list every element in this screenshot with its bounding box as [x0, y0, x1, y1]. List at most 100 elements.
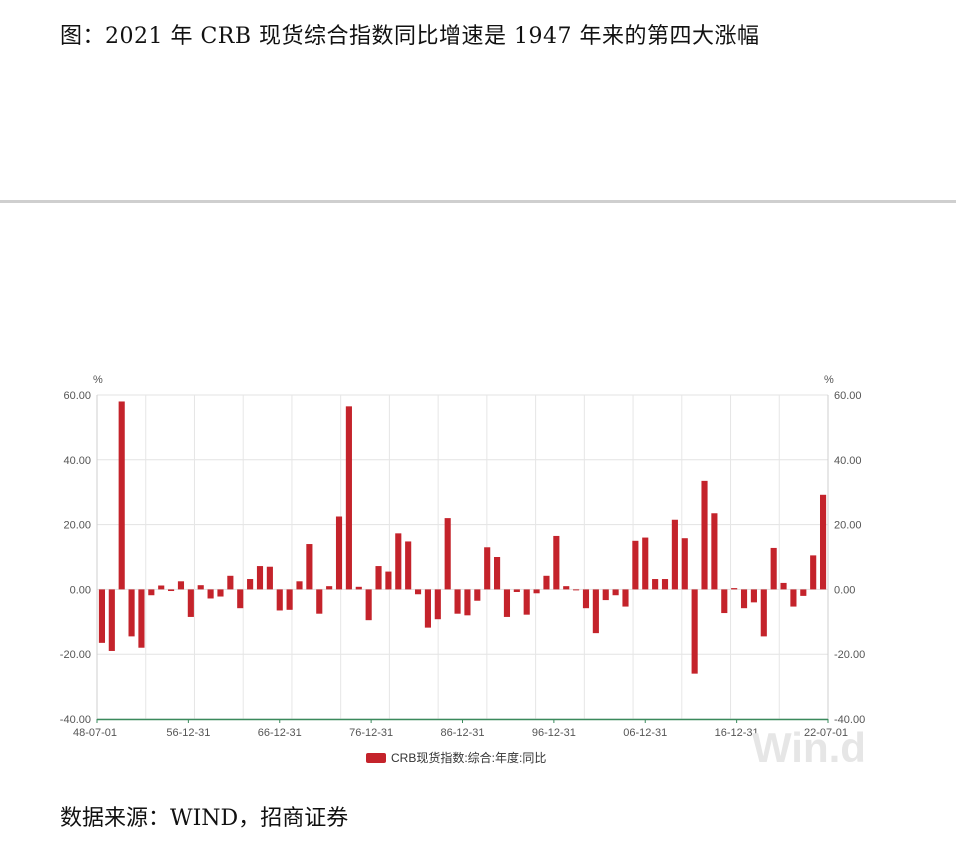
bar	[543, 575, 550, 590]
bar	[256, 566, 264, 590]
bar	[335, 516, 343, 590]
y-tick-label-right: 60.00	[834, 390, 862, 402]
chart-title: 图：2021 年 CRB 现货综合指数同比增速是 1947 年来的第四大涨幅	[60, 24, 760, 49]
y-unit-right: %	[824, 374, 834, 386]
bar	[474, 589, 481, 601]
x-tick-label: 66-12-31	[258, 727, 302, 739]
y-axis-left: 60.00 40.00 20.00 0.00 -20.00 -40.00	[60, 390, 91, 726]
bar	[177, 581, 185, 590]
legend-label: CRB现货指数:综合:年度:同比	[391, 750, 546, 765]
bar	[464, 589, 471, 616]
bar	[602, 589, 609, 601]
bar	[227, 575, 234, 590]
y-tick-label-right: 0.00	[834, 584, 855, 596]
bar	[128, 589, 135, 637]
bar	[395, 533, 402, 590]
bar	[711, 513, 718, 590]
bar	[237, 589, 244, 609]
bar	[375, 566, 382, 590]
bar-chart: 60.00 40.00 20.00 0.00 -20.00 -40.00 60.00 40.…	[60, 374, 866, 771]
bar	[424, 589, 431, 628]
bar	[622, 589, 629, 607]
bar	[98, 589, 106, 643]
bar	[731, 588, 738, 590]
bar	[266, 566, 273, 590]
y-tick-label-left: 40.00	[63, 455, 91, 467]
x-tick-label: 06-12-31	[623, 727, 667, 739]
y-tick-label-left: 20.00	[63, 520, 91, 532]
bar	[207, 589, 214, 599]
bar	[750, 589, 757, 603]
watermark: Win.d	[752, 724, 866, 771]
bar	[345, 406, 352, 590]
x-tick-label: 96-12-31	[532, 727, 576, 739]
bar	[187, 589, 194, 617]
bar	[138, 589, 145, 648]
y-unit-left: %	[93, 374, 103, 386]
bar	[197, 585, 204, 590]
y-tick-label-right: 40.00	[834, 455, 862, 467]
bar	[740, 589, 748, 609]
y-tick-label-left: 60.00	[63, 390, 91, 402]
x-tick-label: 22-07-01	[804, 727, 848, 739]
bar	[671, 519, 678, 590]
bar	[414, 589, 422, 595]
y-tick-label-right: -40.00	[834, 714, 865, 726]
x-tick-label: 48-07-01	[73, 727, 117, 739]
bar	[355, 586, 362, 590]
bar	[819, 494, 827, 590]
bar	[247, 579, 254, 590]
bar	[454, 589, 461, 614]
bar	[385, 571, 392, 590]
bar	[553, 535, 560, 590]
bar	[790, 589, 797, 607]
y-tick-label-left: 0.00	[70, 584, 91, 596]
bar	[434, 589, 441, 620]
bar	[276, 589, 283, 611]
x-tick-label: 86-12-31	[440, 727, 484, 739]
bar	[642, 537, 649, 590]
bar	[573, 589, 580, 591]
bar	[681, 538, 688, 590]
bar	[168, 589, 175, 592]
bar	[316, 589, 323, 614]
bar	[444, 518, 451, 590]
bar	[306, 544, 313, 590]
x-axis: 48-07-01 56-12-31 66-12-31 76-12-31 86-12-31…	[73, 719, 848, 739]
bar	[652, 579, 659, 590]
bar	[108, 589, 115, 651]
bar	[661, 579, 669, 590]
legend: CRB现货指数:综合:年度:同比	[366, 750, 546, 765]
bar	[592, 589, 599, 634]
bar	[326, 586, 333, 590]
bars	[98, 401, 827, 674]
bar	[523, 589, 530, 615]
data-source: 数据来源：WIND，招商证券	[60, 806, 349, 831]
bar	[701, 480, 708, 590]
bar	[503, 589, 511, 617]
y-tick-label-left: -20.00	[60, 649, 91, 661]
bar	[533, 589, 540, 594]
y-tick-label-right: -20.00	[834, 649, 865, 661]
bar	[612, 589, 619, 596]
bar	[770, 547, 777, 590]
bar	[780, 582, 787, 590]
x-tick-label: 56-12-31	[166, 727, 210, 739]
y-tick-label-right: 20.00	[834, 520, 862, 532]
bar	[563, 586, 570, 590]
bar	[800, 589, 807, 596]
y-axis-right: 60.00 40.00 20.00 0.00 -20.00 -40.00	[834, 390, 865, 726]
bar	[632, 540, 639, 590]
bar	[296, 581, 303, 590]
bar	[810, 555, 817, 590]
bar	[148, 589, 155, 596]
bar	[691, 589, 698, 674]
bar	[760, 589, 767, 637]
bar	[365, 589, 372, 621]
bar	[158, 585, 165, 590]
bar	[494, 557, 501, 590]
bar	[721, 589, 728, 614]
bar	[582, 589, 590, 609]
x-tick-label: 16-12-31	[715, 727, 759, 739]
bar	[484, 547, 491, 590]
